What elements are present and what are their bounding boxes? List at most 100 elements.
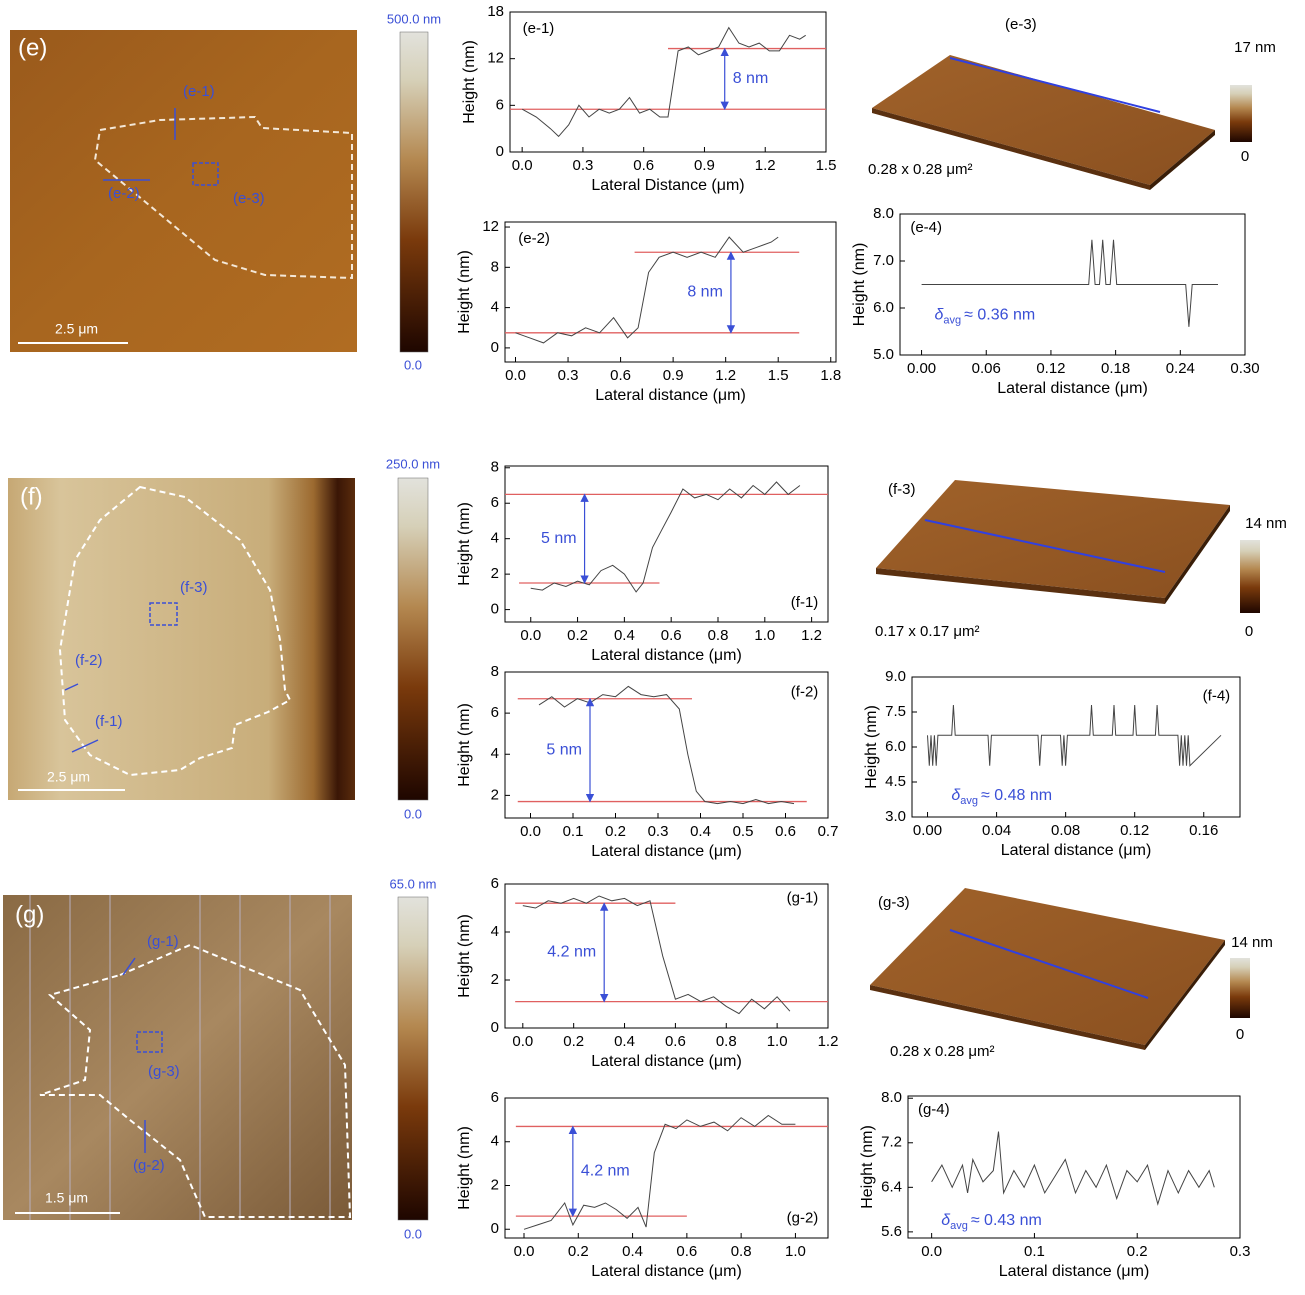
y-tick-label: 3.0 — [885, 808, 906, 825]
afm-image-g: (g-1) (g-2) (g-3) (g) 1.5 μm 65.0 nm 0.0 — [3, 876, 436, 1241]
colorbar — [398, 897, 428, 1220]
y-tick-label: 6.0 — [885, 738, 906, 755]
colorbar-max: 250.0 nm — [386, 456, 440, 471]
y-tick-label: 7.5 — [885, 703, 906, 720]
y-tick-label: 6.4 — [881, 1178, 902, 1195]
x-tick-label: 0.7 — [818, 823, 839, 840]
line-chart: 0.00.10.20.35.66.47.28.0Lateral distance… — [859, 1089, 1250, 1280]
colorbar — [1230, 958, 1250, 1018]
height-annotation: 8 nm — [733, 70, 769, 87]
y-axis-label: Height (nm) — [461, 40, 478, 124]
x-tick-label: 0.3 — [558, 367, 579, 384]
profile-line — [928, 705, 1222, 766]
x-tick-label: 1.0 — [767, 1033, 788, 1050]
x-tick-label: 0.8 — [716, 1033, 737, 1050]
delta-subscript: avg — [960, 795, 978, 807]
surface-g3: (g-3) 0.28 x 0.28 μm² 14 nm 0 — [870, 888, 1273, 1060]
x-tick-label: 0.8 — [731, 1243, 752, 1260]
colorbar — [398, 478, 428, 800]
profile-line — [524, 1116, 795, 1230]
y-tick-label: 6.0 — [873, 299, 894, 316]
x-tick-label: 0.2 — [568, 1243, 589, 1260]
marker-label: (f-3) — [180, 579, 208, 596]
surface-e3: (e-3) 0.28 x 0.28 μm² 17 nm 0 — [868, 16, 1276, 190]
height-annotation: 4.2 nm — [547, 944, 596, 961]
x-tick-label: 0.2 — [1127, 1243, 1148, 1260]
colorbar-max: 500.0 nm — [387, 11, 441, 26]
y-axis-label: Height (nm) — [456, 1126, 473, 1210]
x-axis-label: Lateral distance (μm) — [1001, 842, 1152, 859]
panel-label: (f-1) — [791, 594, 819, 611]
x-axis-label: Lateral distance (μm) — [997, 380, 1148, 397]
y-tick-label: 4 — [491, 1133, 499, 1150]
colorbar-min: 0.0 — [404, 1226, 422, 1241]
y-tick-label: 4 — [491, 299, 499, 316]
x-tick-label: 0.2 — [605, 823, 626, 840]
y-tick-label: 6 — [491, 875, 499, 892]
panel-label: (f-4) — [1203, 688, 1231, 705]
scan-size: 0.28 x 0.28 μm² — [868, 161, 973, 178]
figure: (e-1) (e-2) (e-3) (e) 2.5 μm 500.0 nm 0.… — [0, 0, 1305, 1290]
x-tick-label: 0.6 — [633, 157, 654, 174]
scale-bar-label: 2.5 μm — [47, 769, 90, 785]
x-axis-label: Lateral distance (μm) — [591, 843, 742, 860]
afm-image — [8, 478, 355, 800]
x-tick-label: 0.4 — [622, 1243, 643, 1260]
colorbar — [400, 32, 428, 352]
panel-label: (g) — [15, 901, 44, 928]
y-axis-label: Height (nm) — [456, 502, 473, 586]
x-tick-label: 0.1 — [563, 823, 584, 840]
x-axis-label: Lateral Distance (μm) — [591, 177, 744, 194]
scale-bar-label: 1.5 μm — [45, 1190, 88, 1206]
y-tick-label: 8.0 — [881, 1089, 902, 1106]
y-tick-label: 0 — [491, 1220, 499, 1237]
colorbar-min: 0 — [1245, 623, 1253, 640]
x-tick-label: 0.18 — [1101, 360, 1130, 377]
x-tick-label: 0.24 — [1166, 360, 1195, 377]
x-tick-label: 0.9 — [694, 157, 715, 174]
roughness-annotation: δavg≈ 0.43 nm — [941, 1212, 1042, 1232]
colorbar — [1230, 85, 1252, 142]
y-tick-label: 5.0 — [873, 346, 894, 363]
panel-label: (e-4) — [910, 219, 942, 236]
scan-size: 0.17 x 0.17 μm² — [875, 623, 980, 640]
x-tick-label: 0.3 — [1230, 1243, 1251, 1260]
y-tick-label: 12 — [487, 50, 504, 67]
colorbar-min: 0.0 — [404, 357, 422, 372]
y-axis-label: Height (nm) — [456, 914, 473, 998]
panel-label: (g-2) — [787, 1209, 819, 1226]
x-tick-label: 0.12 — [1036, 360, 1065, 377]
height-annotation: 5 nm — [546, 741, 582, 758]
y-tick-label: 12 — [482, 218, 499, 235]
height-annotation: 5 nm — [541, 530, 577, 547]
panel-label: (e-2) — [518, 230, 550, 247]
y-tick-label: 0 — [491, 1019, 499, 1036]
marker-label: (g-1) — [147, 933, 179, 950]
y-tick-label: 2 — [491, 565, 499, 582]
x-tick-label: 0.6 — [676, 1243, 697, 1260]
y-tick-label: 6 — [496, 96, 504, 113]
x-tick-label: 0.2 — [567, 627, 588, 644]
y-tick-label: 8 — [491, 459, 499, 476]
y-tick-label: 4 — [491, 530, 499, 547]
colorbar-max: 17 nm — [1234, 39, 1276, 56]
delta-subscript: avg — [950, 1220, 968, 1232]
x-tick-label: 0.0 — [514, 1243, 535, 1260]
plot-frame — [510, 12, 826, 152]
marker-label: (e-1) — [183, 83, 215, 100]
x-tick-label: 0.4 — [614, 627, 635, 644]
delta-value: ≈ 0.36 nm — [964, 307, 1035, 324]
y-tick-label: 0 — [491, 601, 499, 618]
x-axis-label: Lateral distance (μm) — [591, 1263, 742, 1280]
x-tick-label: 0.16 — [1189, 822, 1218, 839]
x-tick-label: 0.0 — [520, 823, 541, 840]
y-tick-label: 7.0 — [873, 252, 894, 269]
x-axis-label: Lateral distance (μm) — [591, 647, 742, 664]
plot-frame — [505, 222, 836, 362]
x-tick-label: 0.04 — [982, 822, 1011, 839]
x-tick-label: 0.4 — [690, 823, 711, 840]
line-chart: 0.000.060.120.180.240.305.06.07.08.0Late… — [851, 205, 1259, 397]
